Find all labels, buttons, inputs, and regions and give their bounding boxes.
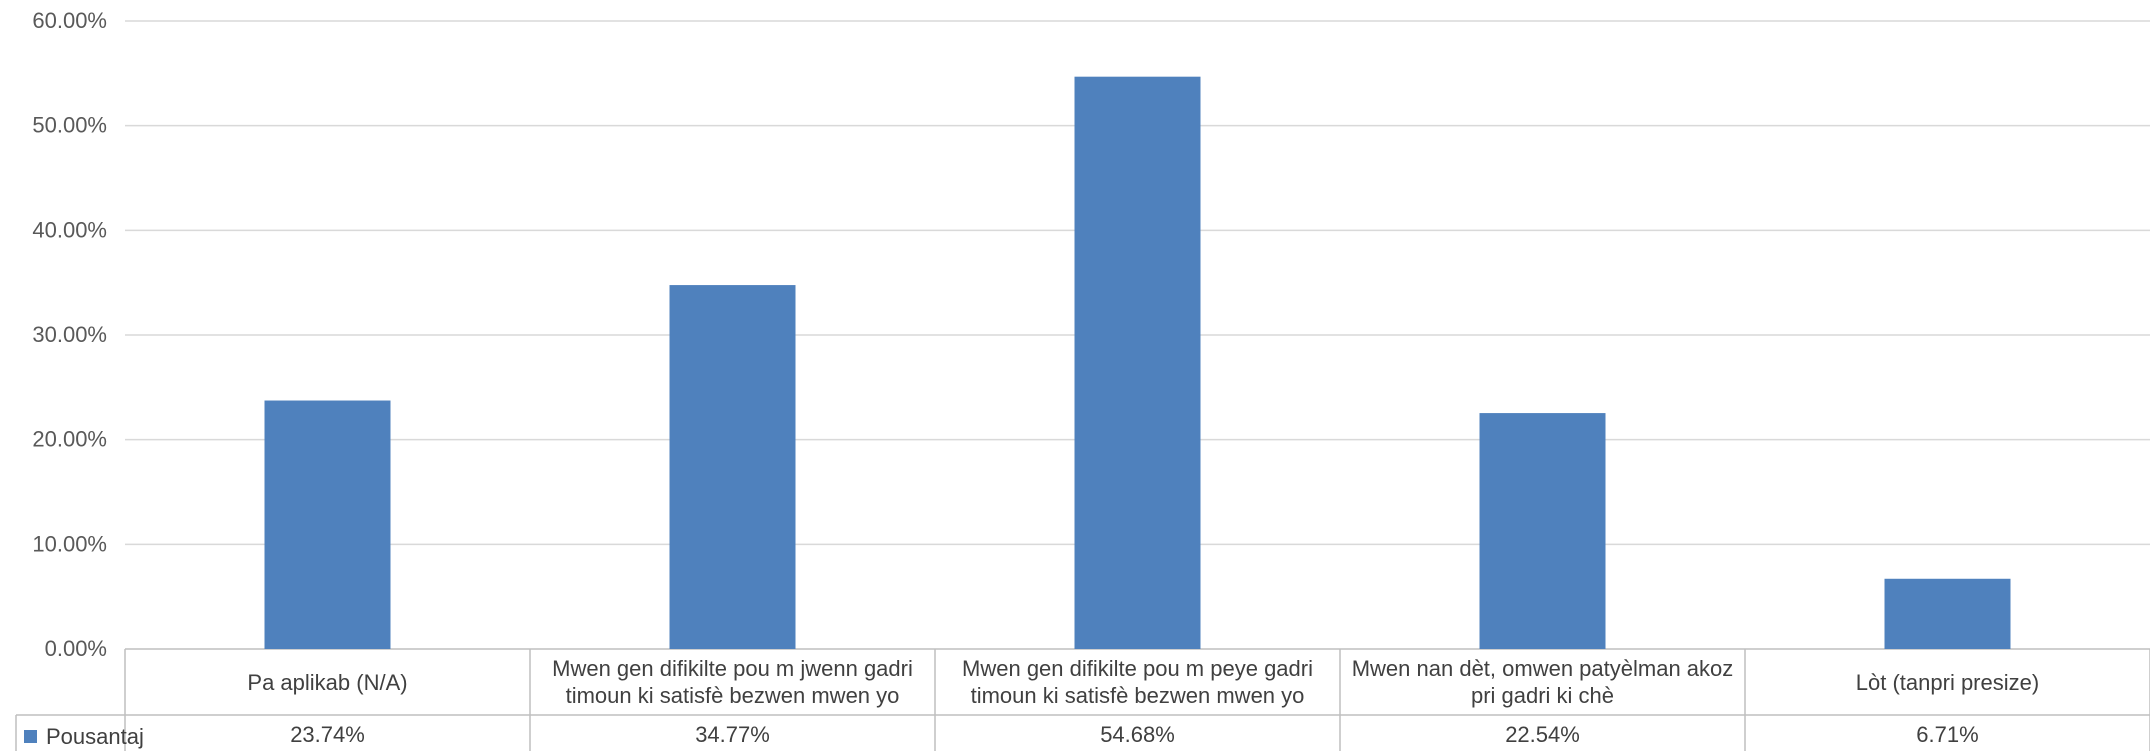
data-label: 34.77% bbox=[695, 722, 770, 747]
category-label: Mwen gen difikilte pou m peye gadri timo… bbox=[962, 656, 1313, 708]
data-label: 23.74% bbox=[290, 722, 365, 747]
y-tick-label: 10.00% bbox=[32, 531, 107, 556]
data-label: 6.71% bbox=[1916, 722, 1979, 747]
data-label: 54.68% bbox=[1100, 722, 1175, 747]
bar bbox=[1479, 413, 1606, 649]
bar bbox=[264, 400, 391, 649]
y-tick-label: 50.00% bbox=[32, 113, 107, 138]
bar bbox=[1884, 578, 2011, 649]
bar bbox=[669, 285, 796, 649]
category-label: Mwen gen difikilte pou m jwenn gadri tim… bbox=[552, 656, 913, 708]
legend: Pousantaj bbox=[24, 722, 144, 751]
legend-label: Pousantaj bbox=[46, 723, 144, 749]
y-tick-label: 60.00% bbox=[32, 8, 107, 33]
y-tick-label: 0.00% bbox=[45, 636, 107, 661]
legend-swatch bbox=[24, 730, 37, 743]
data-label: 22.54% bbox=[1505, 722, 1580, 747]
y-tick-label: 40.00% bbox=[32, 217, 107, 242]
category-label: Mwen nan dèt, omwen patyèlman akoz pri g… bbox=[1351, 656, 1734, 708]
y-tick-label: 20.00% bbox=[32, 427, 107, 452]
category-label: Pa aplikab (N/A) bbox=[247, 669, 408, 695]
bar bbox=[1074, 76, 1201, 649]
y-tick-label: 30.00% bbox=[32, 322, 107, 347]
category-label: Lòt (tanpri presize) bbox=[1855, 669, 2040, 695]
